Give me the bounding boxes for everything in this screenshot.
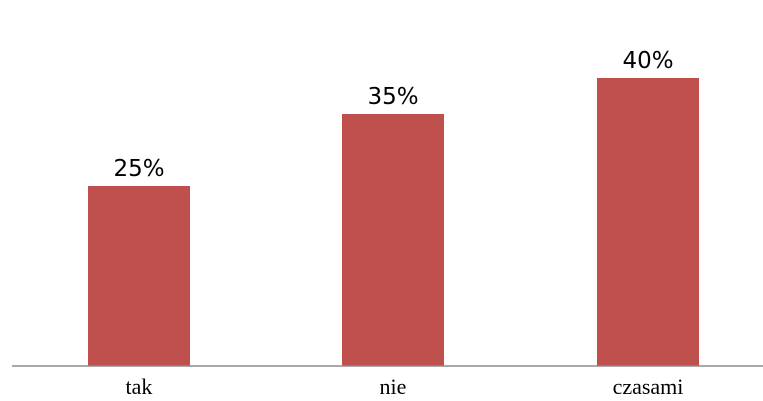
bar-czasami [597,78,699,366]
bars-group [88,78,699,366]
category-label-tak: tak [126,374,153,399]
data-label-tak: 25% [113,156,164,182]
category-label-czasami: czasami [613,374,684,399]
category-labels-group: tak nie czasami [126,374,684,399]
bar-tak [88,186,190,366]
category-label-nie: nie [380,374,407,399]
value-labels-group: 25% 35% 40% [113,48,673,182]
bar-nie [342,114,444,366]
data-label-nie: 35% [367,84,418,110]
data-label-czasami: 40% [622,48,673,74]
